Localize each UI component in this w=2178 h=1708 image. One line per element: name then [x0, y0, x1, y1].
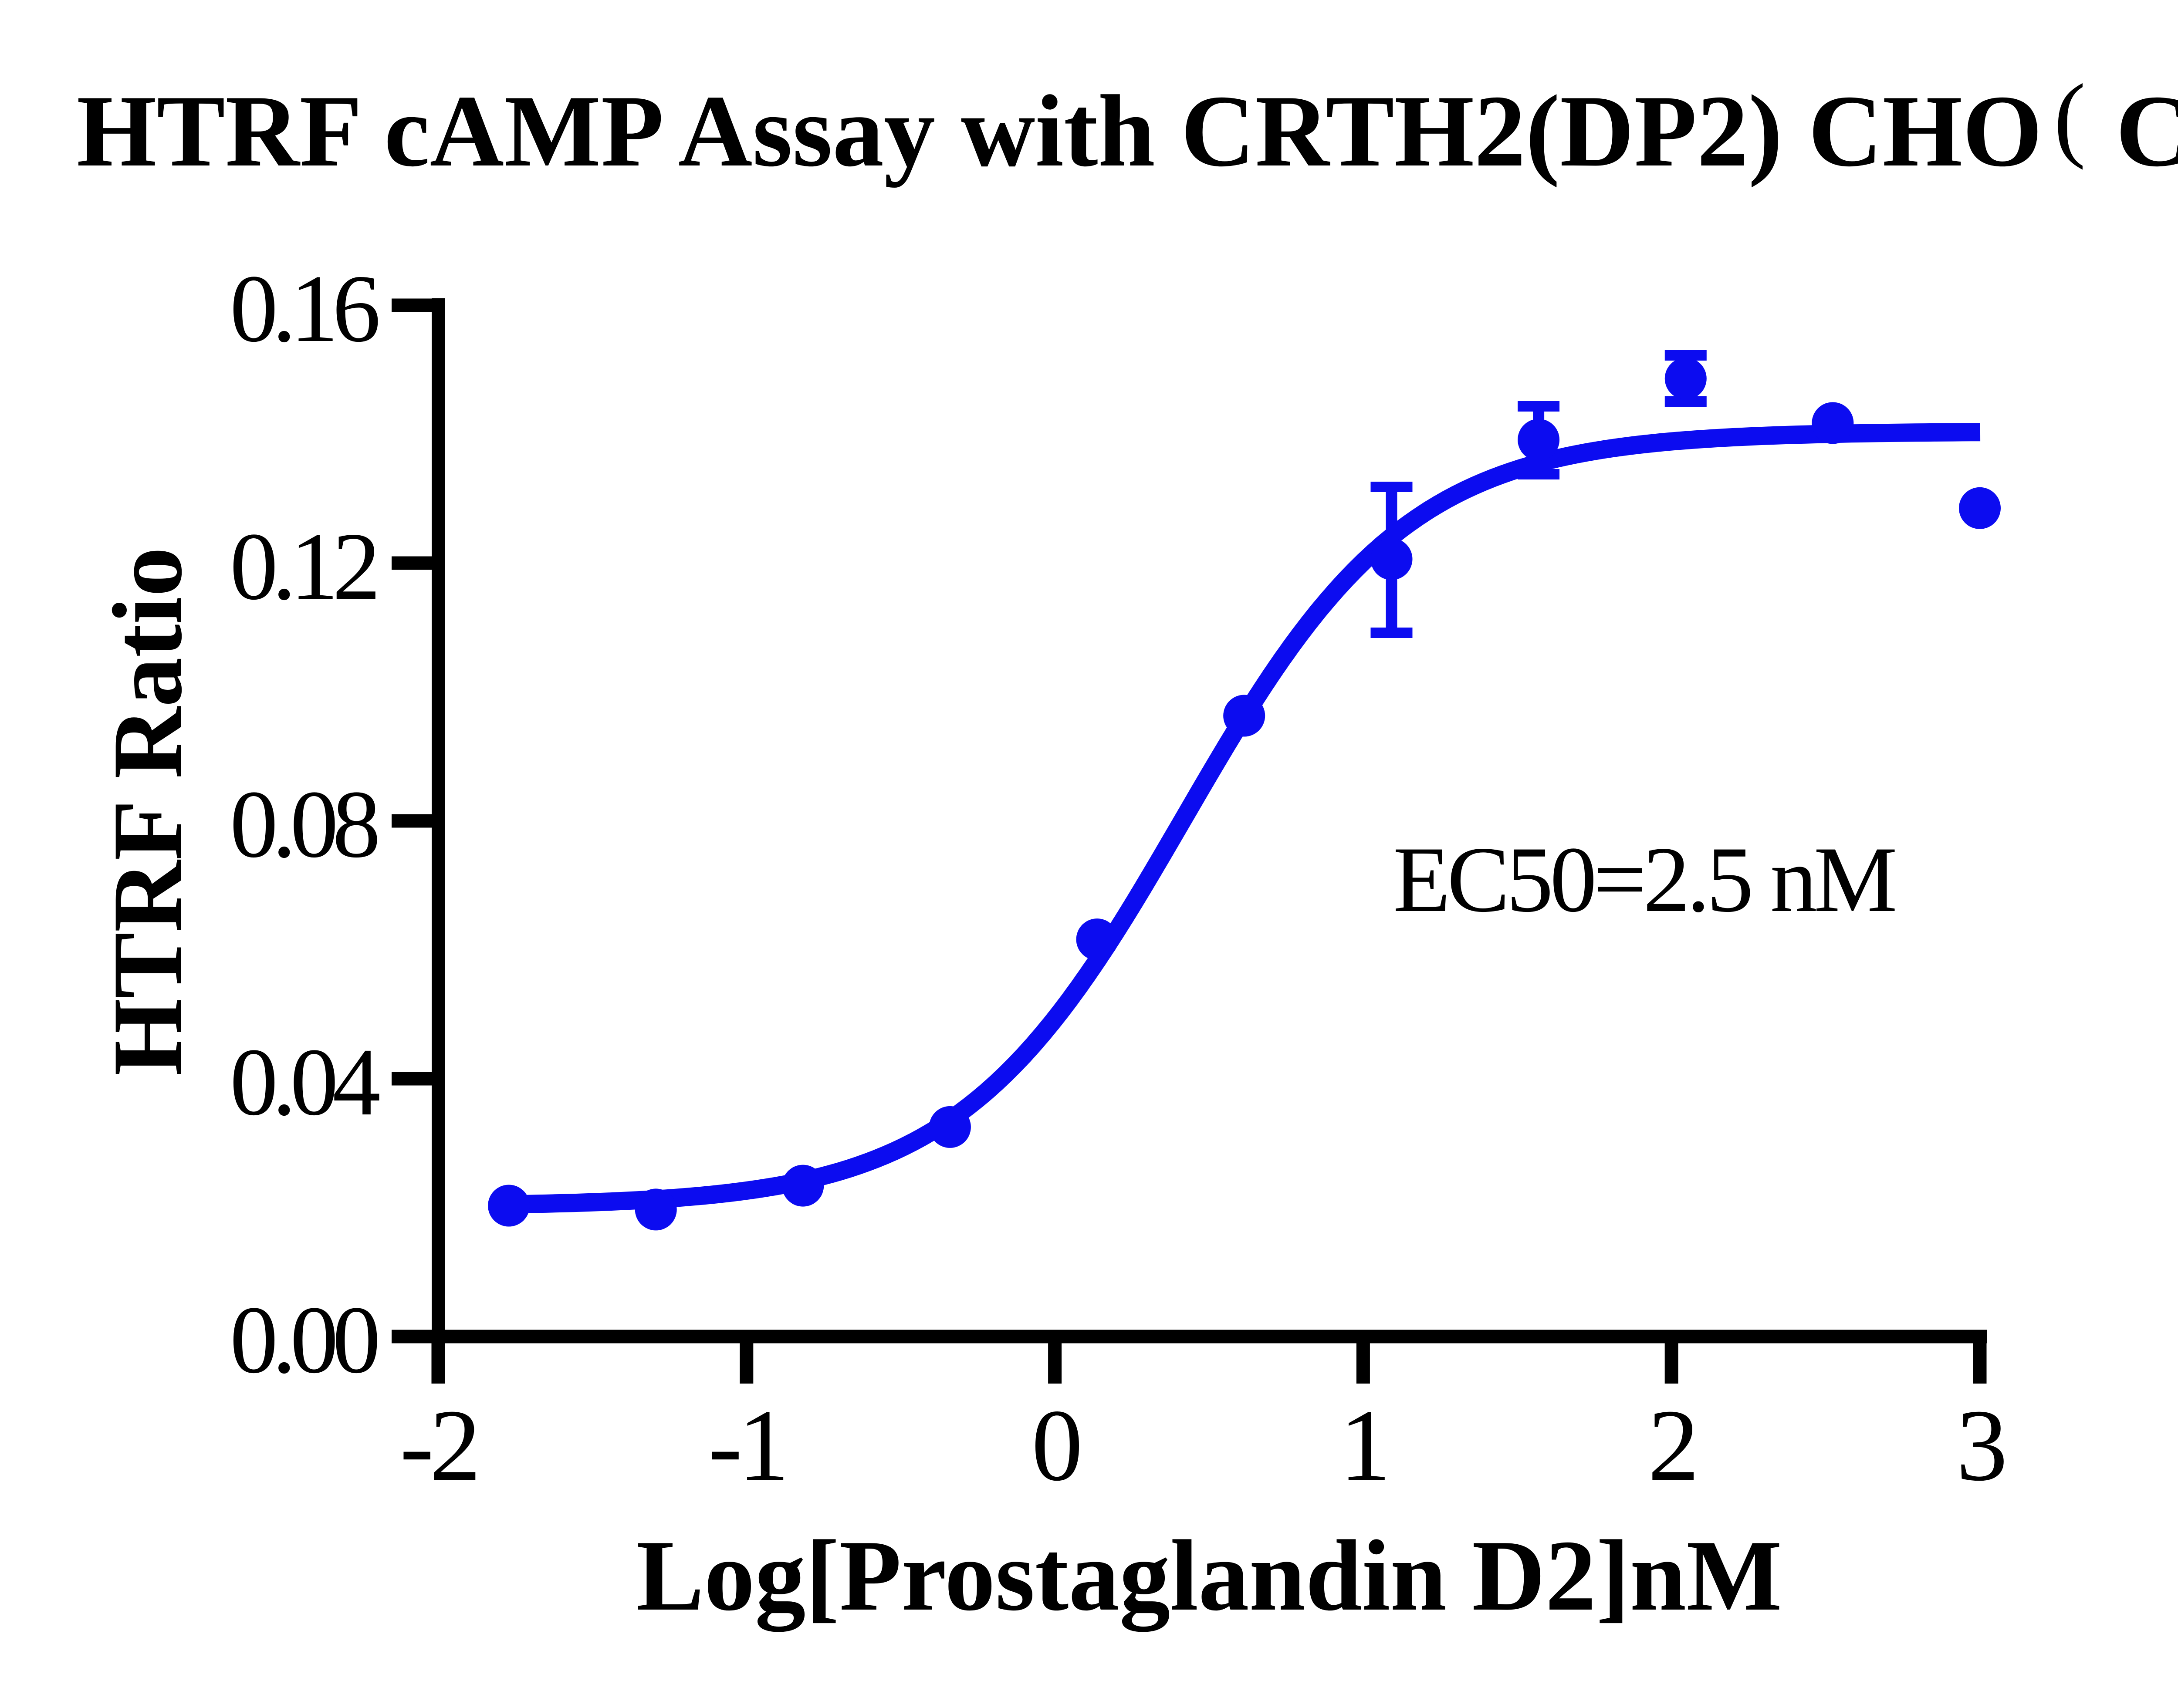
svg-text:-2: -2 — [400, 1389, 477, 1502]
svg-text:0.00: 0.00 — [230, 1286, 378, 1394]
svg-text:0: 0 — [1032, 1389, 1079, 1502]
svg-text:0.12: 0.12 — [230, 513, 376, 620]
svg-text:Log[Prostaglandin D2]nM: Log[Prostaglandin D2]nM — [636, 1519, 1782, 1632]
svg-text:(: ( — [2054, 65, 2086, 170]
svg-text:-1: -1 — [708, 1389, 785, 1502]
svg-text:0.04: 0.04 — [230, 1029, 380, 1136]
svg-text:HTRF cAMP Assay with CRTH2(DP2: HTRF cAMP Assay with CRTH2(DP2) CHO — [77, 74, 2043, 188]
svg-text:HTRF Ratio: HTRF Ratio — [93, 547, 203, 1076]
svg-text:0.16: 0.16 — [230, 255, 379, 362]
svg-text:3: 3 — [1956, 1389, 2004, 1502]
svg-text:0.08: 0.08 — [230, 771, 378, 878]
svg-text:2: 2 — [1648, 1389, 1695, 1502]
svg-text:C1: C1 — [2116, 74, 2178, 188]
svg-text:1: 1 — [1339, 1389, 1387, 1502]
svg-text:EC50=2.5 nM: EC50=2.5 nM — [1393, 827, 1895, 932]
